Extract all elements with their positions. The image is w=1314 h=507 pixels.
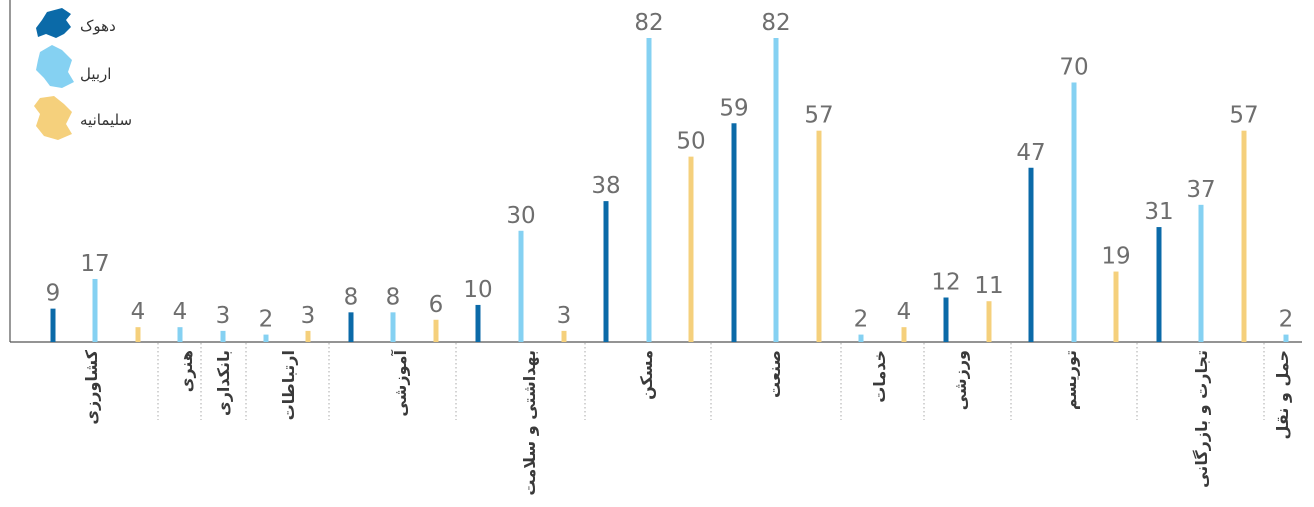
- legend-region-shape-icon: [36, 45, 74, 88]
- bar: [1071, 82, 1077, 343]
- data-label: 37: [1186, 177, 1215, 203]
- data-label: 82: [634, 10, 663, 36]
- bar: [816, 130, 822, 342]
- x-tick-label: خدمات: [870, 350, 889, 403]
- data-label: 47: [1016, 140, 1045, 166]
- bar: [646, 38, 652, 342]
- x-tick-label: صنعت: [765, 350, 784, 398]
- bar: [1241, 130, 1247, 342]
- data-label: 4: [173, 299, 188, 325]
- bar: [858, 334, 864, 342]
- x-tick-label: بهداشتی و سلامت: [520, 350, 539, 496]
- legend: دهوک اربیل سلیمانیه: [34, 8, 132, 140]
- bar: [1113, 271, 1119, 342]
- bar: [901, 327, 907, 342]
- legend-region-shape-icon: [36, 8, 71, 38]
- data-label: 59: [719, 95, 748, 121]
- bar: [390, 312, 396, 342]
- bar: [177, 327, 183, 342]
- bar: [688, 156, 694, 342]
- x-tick-label: حمل و نقل: [1273, 350, 1292, 439]
- data-label: 3: [301, 303, 316, 329]
- data-label: 2: [259, 307, 274, 333]
- data-label: 2: [1279, 307, 1294, 333]
- data-label: 82: [761, 10, 790, 36]
- data-label: 8: [386, 284, 401, 310]
- x-tick-label: تجارت و بازرگانی: [1192, 350, 1211, 488]
- bar: [1156, 227, 1162, 342]
- data-label: 31: [1144, 199, 1173, 225]
- legend-label: دهوک: [80, 17, 116, 35]
- bar: [475, 304, 481, 342]
- data-label: 6: [429, 292, 444, 318]
- bar: [50, 308, 56, 342]
- bar: [943, 297, 949, 342]
- bar: [603, 201, 609, 342]
- x-tick-label: ارتباطات: [279, 350, 298, 420]
- bars-group: [50, 38, 1289, 343]
- bar: [220, 330, 226, 342]
- data-label: 70: [1059, 54, 1088, 80]
- data-label: 38: [591, 173, 620, 199]
- data-label: 8: [344, 284, 359, 310]
- bar: [92, 278, 98, 342]
- bar: [1028, 167, 1034, 342]
- data-label: 2: [854, 307, 869, 333]
- data-label: 50: [676, 129, 705, 155]
- x-tick-label: کشاورزی: [82, 349, 101, 424]
- bar: [433, 319, 439, 342]
- x-tick-label: مسکن: [637, 350, 656, 400]
- data-label: 4: [131, 299, 146, 325]
- legend-label: اربیل: [80, 65, 111, 83]
- bar: [773, 38, 779, 342]
- bar: [305, 330, 311, 342]
- data-label: 10: [463, 277, 492, 303]
- bar: [561, 330, 567, 342]
- bar: [348, 312, 354, 342]
- data-label: 3: [216, 303, 231, 329]
- category-labels-group: کشاورزی هنری بانکداری ارتباطات آموزشی بهداشتی…: [82, 349, 1292, 495]
- data-label: 57: [1229, 103, 1258, 129]
- bar: [135, 327, 141, 342]
- data-label: 12: [931, 270, 960, 296]
- bar: [518, 230, 524, 342]
- bar: [986, 301, 992, 342]
- x-tick-label: توریسم: [1061, 350, 1080, 410]
- legend-region-shape-icon: [34, 96, 72, 140]
- legend-label: سلیمانیه: [80, 111, 132, 129]
- x-tick-label: بانکداری: [214, 350, 233, 416]
- x-tick-label: آموزشی: [390, 349, 410, 416]
- data-label: 9: [46, 281, 61, 307]
- bar: [263, 334, 269, 342]
- x-tick-label: ورزشی: [951, 350, 970, 410]
- data-label: 30: [506, 203, 535, 229]
- bar: [731, 123, 737, 342]
- data-label: 4: [897, 299, 912, 325]
- data-label: 3: [557, 303, 572, 329]
- data-label: 11: [974, 273, 1003, 299]
- data-label: 19: [1101, 244, 1130, 270]
- data-label: 17: [80, 251, 109, 277]
- category-separators: [157, 343, 1265, 420]
- data-label: 57: [804, 103, 833, 129]
- bar: [1198, 204, 1204, 342]
- x-tick-label: هنری: [177, 350, 196, 392]
- bar: [1283, 334, 1289, 342]
